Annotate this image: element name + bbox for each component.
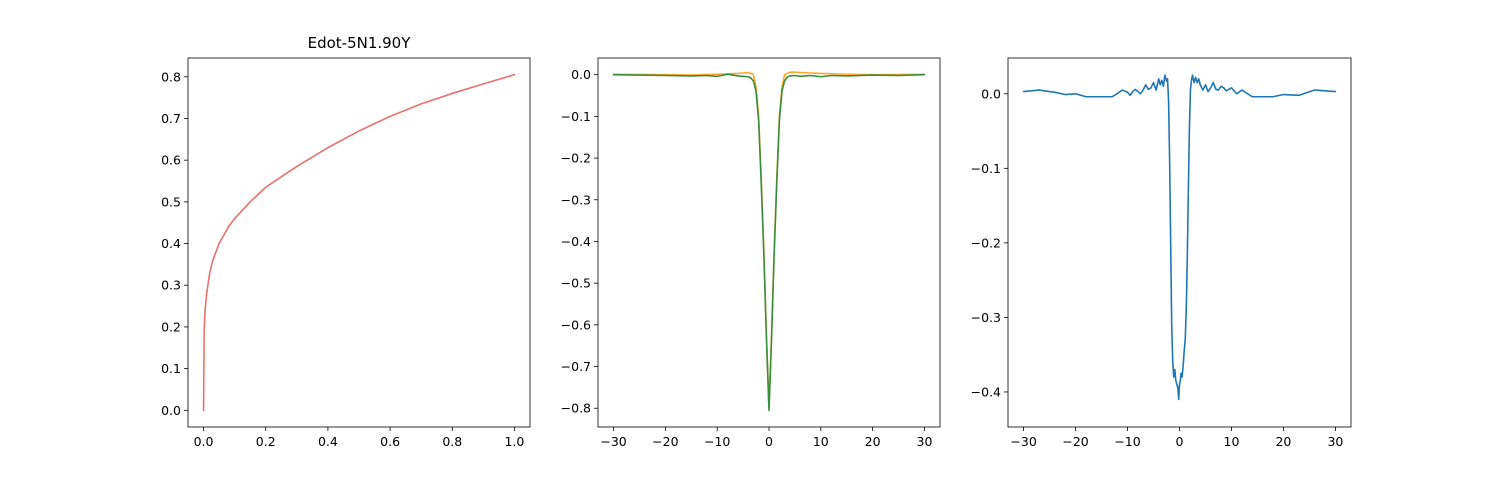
y-tick-label: 0.3 — [161, 278, 181, 293]
x-tick-label: −10 — [704, 434, 730, 449]
x-tick-label: 1.0 — [505, 434, 525, 449]
series-line-1 — [1022, 74, 1337, 401]
x-tick-label: 10 — [1224, 434, 1240, 449]
x-tick-label: 0.2 — [256, 434, 276, 449]
axes-frame — [187, 57, 531, 428]
y-tick-label: 0.0 — [571, 67, 591, 82]
x-tick-label: 0 — [1176, 434, 1184, 449]
x-tick-label: 0.0 — [194, 434, 214, 449]
y-tick-label: −0.4 — [561, 234, 591, 249]
axes-frame — [1007, 57, 1352, 428]
y-tick-label: −0.6 — [561, 317, 591, 332]
tick-layer: −30 −20 −10 0 10 20 30 0.0 −0.1 −0.2 −0.3 −0.4 — [971, 86, 1344, 449]
y-tick-label: −0.8 — [561, 401, 591, 416]
series-layer — [202, 73, 516, 412]
x-tick-label: 0.6 — [380, 434, 400, 449]
tick-layer: 0.0 0.2 0.4 0.6 0.8 1.0 0.0 0.1 0.2 0.3 0.4 0.5 0.6 0… — [161, 69, 524, 449]
y-tick-label: 0.0 — [981, 86, 1001, 101]
y-tick-label: 0.0 — [161, 403, 181, 418]
series-layer — [612, 71, 926, 412]
x-tick-label: 0 — [765, 434, 773, 449]
tick-layer: −30 −20 −10 0 10 20 30 0.0 −0.1 −0.2 −0.3 −0.4 −0.5 −… — [561, 67, 933, 449]
y-tick-label: −0.2 — [971, 235, 1001, 250]
subplot-2: −30 −20 −10 0 10 20 30 0.0 −0.1 −0.2 −0.3 −0.4 −0.5 −… — [561, 57, 941, 449]
subplot-1: Edot-5N1.90Y 0.0 0.2 0.4 0.6 0.8 1.0 0.0 0.1 0.2… — [161, 34, 531, 449]
y-tick-label: 0.7 — [161, 111, 181, 126]
y-tick-label: −0.3 — [971, 310, 1001, 325]
x-tick-label: 10 — [813, 434, 829, 449]
x-tick-label: 30 — [1327, 434, 1343, 449]
y-tick-label: −0.7 — [561, 359, 591, 374]
y-tick-label: 0.5 — [161, 194, 181, 209]
y-tick-label: −0.2 — [561, 151, 591, 166]
series-line-1 — [202, 73, 516, 412]
y-tick-label: −0.4 — [971, 384, 1001, 399]
series-layer — [1022, 74, 1337, 401]
y-tick-label: −0.3 — [561, 192, 591, 207]
subplot-3: −30 −20 −10 0 10 20 30 0.0 −0.1 −0.2 −0.3 −0.4 — [971, 57, 1352, 449]
axes-frame — [597, 57, 941, 428]
chart-title: Edot-5N1.90Y — [308, 34, 412, 52]
y-tick-label: −0.1 — [561, 109, 591, 124]
y-tick-label: 0.4 — [161, 236, 181, 251]
x-tick-label: −30 — [600, 434, 626, 449]
y-tick-label: −0.1 — [971, 161, 1001, 176]
x-tick-label: 20 — [865, 434, 881, 449]
y-tick-label: 0.1 — [161, 361, 181, 376]
x-tick-label: 30 — [917, 434, 933, 449]
x-tick-label: −20 — [1062, 434, 1088, 449]
y-tick-label: −0.5 — [561, 276, 591, 291]
y-tick-label: 0.2 — [161, 319, 181, 334]
x-tick-label: −30 — [1010, 434, 1036, 449]
x-tick-label: 0.4 — [318, 434, 338, 449]
x-tick-label: −10 — [1114, 434, 1140, 449]
x-tick-label: 20 — [1275, 434, 1291, 449]
series-line-2 — [612, 73, 926, 412]
y-tick-label: 0.6 — [161, 153, 181, 168]
y-tick-label: 0.8 — [161, 69, 181, 84]
x-tick-label: 0.8 — [442, 434, 462, 449]
x-tick-label: −20 — [652, 434, 678, 449]
